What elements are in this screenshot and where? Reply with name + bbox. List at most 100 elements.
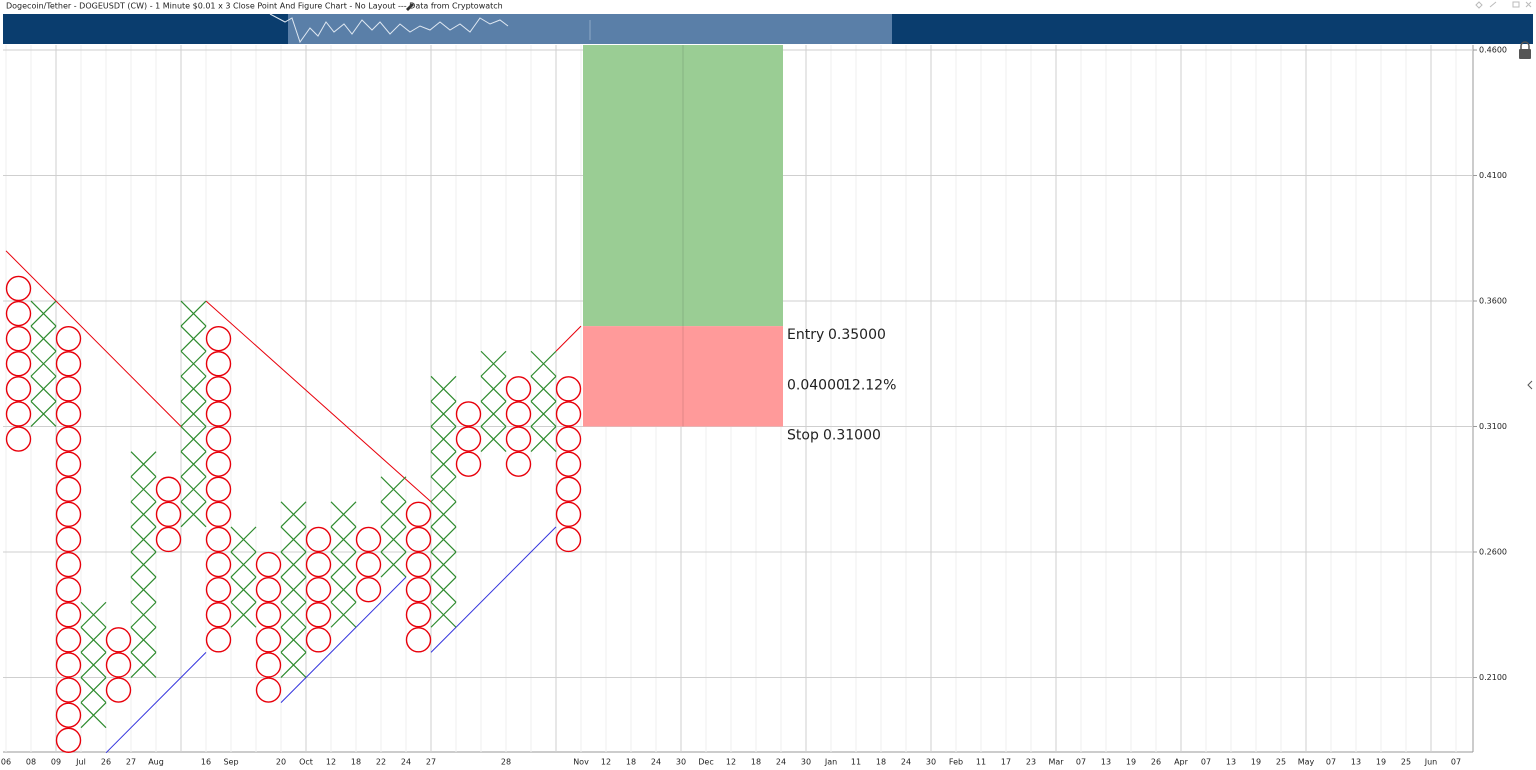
x-tick-label: 22 <box>376 758 386 767</box>
x-tick-label: 19 <box>1126 758 1136 767</box>
x-box <box>230 576 257 603</box>
o-box <box>405 627 432 653</box>
x-column <box>480 350 507 452</box>
x-column <box>430 375 457 628</box>
x-column <box>330 501 357 628</box>
o-box <box>505 426 532 452</box>
x-box <box>180 325 207 352</box>
o-box <box>505 451 532 477</box>
x-tick-label: 08 <box>26 758 36 767</box>
x-box <box>180 476 207 503</box>
o-column <box>255 551 282 703</box>
o-column <box>205 325 232 653</box>
o-box <box>355 526 382 553</box>
lock-icon[interactable] <box>1519 41 1531 59</box>
o-box <box>255 627 282 653</box>
x-tick-label: 30 <box>801 758 811 767</box>
x-box <box>430 501 457 528</box>
x-box <box>130 526 157 553</box>
risk-value: 0.04000 <box>787 377 845 393</box>
x-tick-label: 19 <box>1376 758 1386 767</box>
o-box <box>205 426 232 452</box>
o-box <box>205 576 232 603</box>
x-box <box>330 526 357 553</box>
x-tick-label: 06 <box>1 758 11 767</box>
o-box <box>205 325 232 352</box>
x-box <box>330 601 357 628</box>
x-tick-label: 17 <box>1001 758 1011 767</box>
y-tick-label: 0.2100 <box>1479 673 1507 682</box>
o-box <box>205 551 232 578</box>
x-tick-label: 26 <box>1151 758 1161 767</box>
trendline <box>105 652 207 754</box>
o-box <box>205 376 232 402</box>
x-tick-label: 19 <box>1251 758 1261 767</box>
o-box <box>305 602 332 628</box>
x-tick-label: 13 <box>1226 758 1236 767</box>
target-zone <box>583 45 783 327</box>
o-box <box>55 652 82 678</box>
x-box <box>430 401 457 427</box>
x-box <box>130 501 157 528</box>
x-tick-label: 12 <box>326 758 336 767</box>
x-box <box>30 350 57 377</box>
x-tick-label: Dec <box>698 758 713 767</box>
o-box <box>55 325 82 352</box>
navigator[interactable] <box>3 13 1533 44</box>
o-box <box>205 602 232 628</box>
x-tick-label: 24 <box>651 758 661 767</box>
x-box <box>480 350 507 377</box>
x-tick-label: May <box>1298 758 1315 767</box>
x-box <box>480 426 507 452</box>
x-box <box>280 626 307 653</box>
stop-zone <box>583 326 783 427</box>
y-tick-label: 0.4600 <box>1479 46 1507 55</box>
x-box <box>280 501 307 528</box>
x-box <box>530 350 557 377</box>
x-tick-label: 07 <box>1451 758 1461 767</box>
x-tick-label: Apr <box>1174 758 1189 767</box>
o-column <box>105 627 132 703</box>
o-column <box>505 376 532 477</box>
o-box <box>555 426 582 452</box>
x-tick-label: Jan <box>824 758 837 767</box>
o-box <box>5 275 32 302</box>
o-column <box>55 325 82 753</box>
o-box <box>155 501 182 528</box>
o-box <box>5 351 32 377</box>
x-tick-label: 24 <box>401 758 411 767</box>
x-column <box>530 350 557 452</box>
x-box <box>280 551 307 578</box>
x-tick-label: Nov <box>573 758 589 767</box>
x-box <box>130 551 157 578</box>
o-box <box>255 602 282 628</box>
o-box <box>555 376 582 402</box>
x-box <box>80 652 107 678</box>
o-box <box>105 627 132 653</box>
o-box <box>305 551 332 578</box>
x-tick-label: 18 <box>351 758 361 767</box>
o-box <box>555 526 582 553</box>
x-box <box>80 702 107 729</box>
x-box <box>280 652 307 678</box>
side-panel-toggle[interactable] <box>1527 380 1533 390</box>
y-tick-label: 0.2600 <box>1479 548 1507 557</box>
trendline <box>280 576 407 703</box>
o-box <box>355 576 382 603</box>
x-tick-label: Mar <box>1048 758 1064 767</box>
trendline <box>5 250 182 427</box>
x-box <box>80 626 107 653</box>
o-box <box>5 426 32 452</box>
x-tick-label: 12 <box>726 758 736 767</box>
trendline <box>205 300 432 503</box>
o-box <box>555 401 582 427</box>
o-box <box>205 351 232 377</box>
edit-icon[interactable] <box>406 3 414 11</box>
o-box <box>205 451 232 477</box>
x-tick-label: 09 <box>51 758 61 767</box>
x-box <box>130 476 157 503</box>
o-box <box>55 677 82 703</box>
o-box <box>55 627 82 653</box>
x-tick-label: Oct <box>299 758 313 767</box>
x-tick-label: 07 <box>1326 758 1336 767</box>
